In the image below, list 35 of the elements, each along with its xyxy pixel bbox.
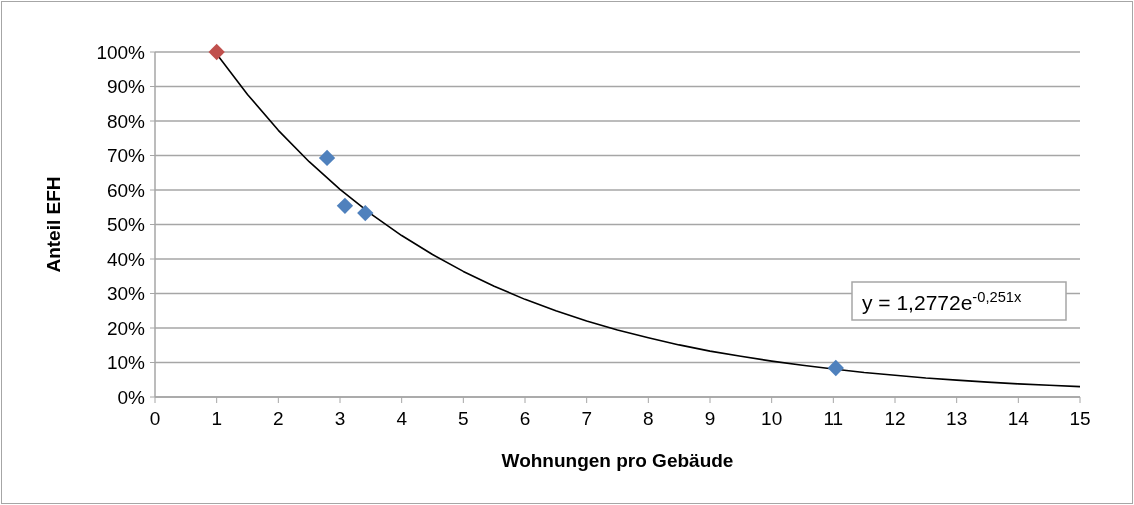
x-tick-label: 7: [581, 408, 592, 429]
y-tick-label: 0%: [117, 386, 146, 408]
x-axis-title: Wohnungen pro Gebäude: [501, 450, 734, 471]
point: [357, 204, 374, 222]
y-tick-label: 70%: [106, 145, 146, 167]
x-tick-label: 10: [761, 408, 783, 429]
x-tick-label: 9: [704, 408, 716, 429]
y-tick-label: 20%: [106, 317, 146, 339]
point: [208, 43, 225, 61]
y-tick-label: 30%: [106, 283, 146, 305]
y-tick-label: 80%: [106, 110, 146, 132]
x-tick-label: 1: [211, 408, 222, 429]
x-tick-label: 15: [1069, 408, 1091, 429]
y-tick-label: 90%: [106, 76, 146, 98]
point: [827, 359, 844, 377]
y-tick-label: 60%: [106, 179, 146, 201]
y-axis-title: Anteil EFH: [43, 176, 64, 273]
x-tick-label: 12: [884, 408, 906, 429]
x-tick-label: 8: [643, 408, 654, 429]
x-tick-label: 6: [519, 408, 531, 429]
point: [318, 149, 336, 167]
y-tick-label: 10%: [106, 352, 146, 374]
x-tick-label: 3: [334, 408, 346, 429]
x-tick-label: 0: [149, 408, 161, 429]
annotation: y = 1,2772e$^{-0,251x}$: [862, 289, 1022, 314]
x-tick-label: 11: [823, 408, 844, 429]
x-tick-label: 2: [273, 408, 284, 429]
y-tick-label: 100%: [96, 41, 146, 63]
x-tick-label: 14: [1007, 408, 1030, 429]
x-tick-label: 5: [458, 408, 469, 429]
y-tick-label: 50%: [106, 214, 146, 236]
x-tick-label: 13: [946, 408, 968, 429]
x-tick-label: 4: [396, 408, 408, 429]
point: [336, 197, 354, 215]
y-tick-label: 40%: [106, 248, 146, 270]
